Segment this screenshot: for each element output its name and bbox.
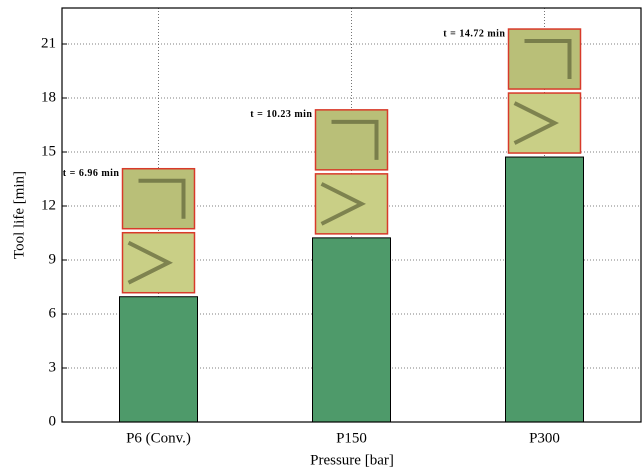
y-tick-label: 12: [41, 197, 56, 213]
x-tick-label: P150: [336, 430, 367, 446]
x-tick-label: P300: [529, 430, 560, 446]
wear-edge: [513, 101, 559, 145]
y-axis-label: Tool life [min]: [11, 171, 27, 259]
y-tick-label: 18: [41, 89, 56, 105]
wear-edge: [138, 178, 186, 219]
x-tick-label: P6 (Conv.): [126, 430, 191, 446]
wear-photo: [121, 231, 196, 294]
bar: [312, 237, 391, 423]
wear-edge: [331, 119, 379, 160]
y-tick-label: 9: [49, 251, 57, 267]
wear-edge: [320, 182, 366, 226]
y-tick-label: 21: [41, 35, 56, 51]
value-label: t = 14.72 min: [443, 28, 505, 39]
y-tick-label: 0: [49, 413, 57, 429]
bar: [119, 296, 198, 423]
x-axis-label: Pressure [bar]: [310, 452, 394, 468]
wear-photo: [507, 92, 582, 154]
wear-edge: [524, 39, 572, 80]
wear-photo: [314, 173, 389, 235]
y-tick-label: 6: [49, 305, 57, 321]
y-tick-label: 3: [49, 359, 57, 375]
value-label: t = 10.23 min: [250, 109, 312, 120]
y-tick-label: 15: [41, 143, 56, 159]
wear-edge: [127, 240, 173, 285]
bar: [505, 156, 584, 423]
plot-frame: [61, 7, 642, 423]
value-label: t = 6.96 min: [63, 168, 120, 179]
